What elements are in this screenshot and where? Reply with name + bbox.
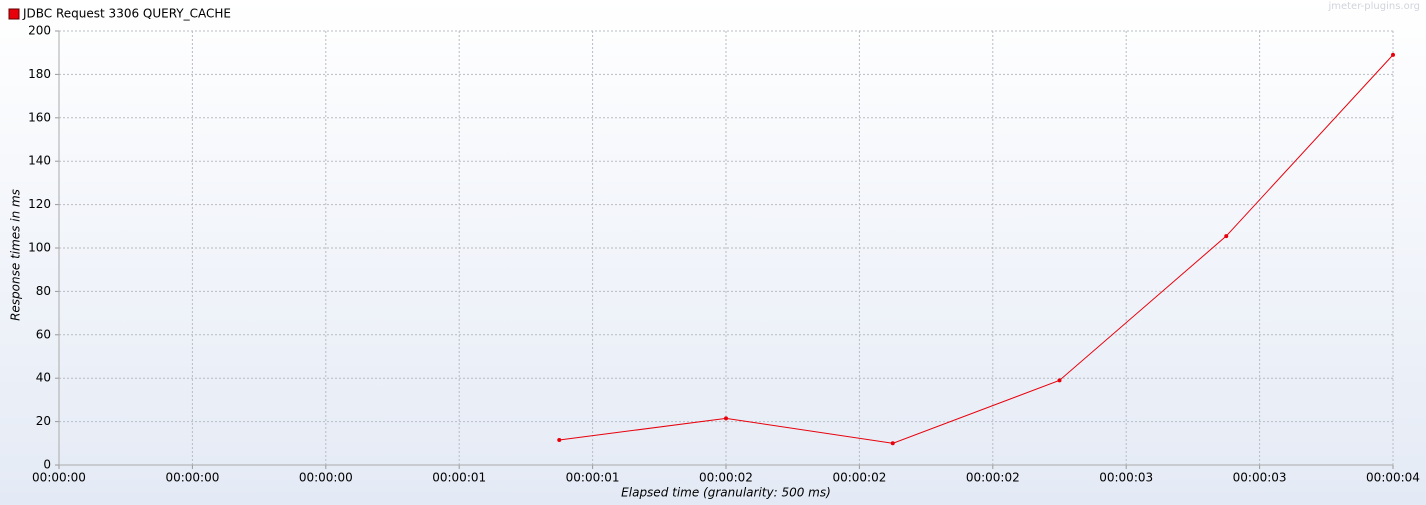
series-line xyxy=(559,54,1394,444)
data-point xyxy=(1057,378,1062,383)
y-tick-label: 80 xyxy=(36,284,51,298)
x-tick-label: 00:00:03 xyxy=(1099,471,1153,485)
x-tick-label: 00:00:02 xyxy=(832,471,886,485)
x-tick-label: 00:00:04 xyxy=(1366,471,1420,485)
y-tick-label: 160 xyxy=(28,110,51,124)
y-tick-label: 200 xyxy=(28,24,51,38)
y-tick-label: 180 xyxy=(28,67,51,81)
y-tick-label: 100 xyxy=(28,241,51,255)
x-tick-label: 00:00:00 xyxy=(299,471,353,485)
x-axis-label: Elapsed time (granularity: 500 ms) xyxy=(621,486,831,500)
x-tick-label: 00:00:02 xyxy=(699,471,753,485)
x-tick-label: 00:00:00 xyxy=(165,471,219,485)
x-tick-label: 00:00:02 xyxy=(966,471,1020,485)
watermark: jmeter-plugins.org xyxy=(1327,1,1420,12)
y-tick-label: 0 xyxy=(43,458,51,472)
legend-label: JDBC Request 3306 QUERY_CACHE xyxy=(22,7,231,21)
y-tick-label: 140 xyxy=(28,154,51,168)
data-point xyxy=(1224,234,1229,239)
y-axis-label: Response times in ms xyxy=(9,189,23,321)
data-point xyxy=(724,416,728,421)
x-tick-label: 00:00:01 xyxy=(566,471,620,485)
y-tick-label: 120 xyxy=(28,197,51,211)
data-point xyxy=(890,441,895,446)
y-tick-label: 60 xyxy=(36,327,51,341)
legend-swatch xyxy=(8,8,20,20)
y-tick-label: 40 xyxy=(36,371,51,385)
x-tick-label: 00:00:03 xyxy=(1233,471,1287,485)
data-point xyxy=(557,438,562,443)
data-point xyxy=(1391,52,1395,57)
y-tick-label: 20 xyxy=(36,414,51,428)
x-tick-label: 00:00:01 xyxy=(432,471,486,485)
x-tick-label: 00:00:00 xyxy=(32,471,86,485)
